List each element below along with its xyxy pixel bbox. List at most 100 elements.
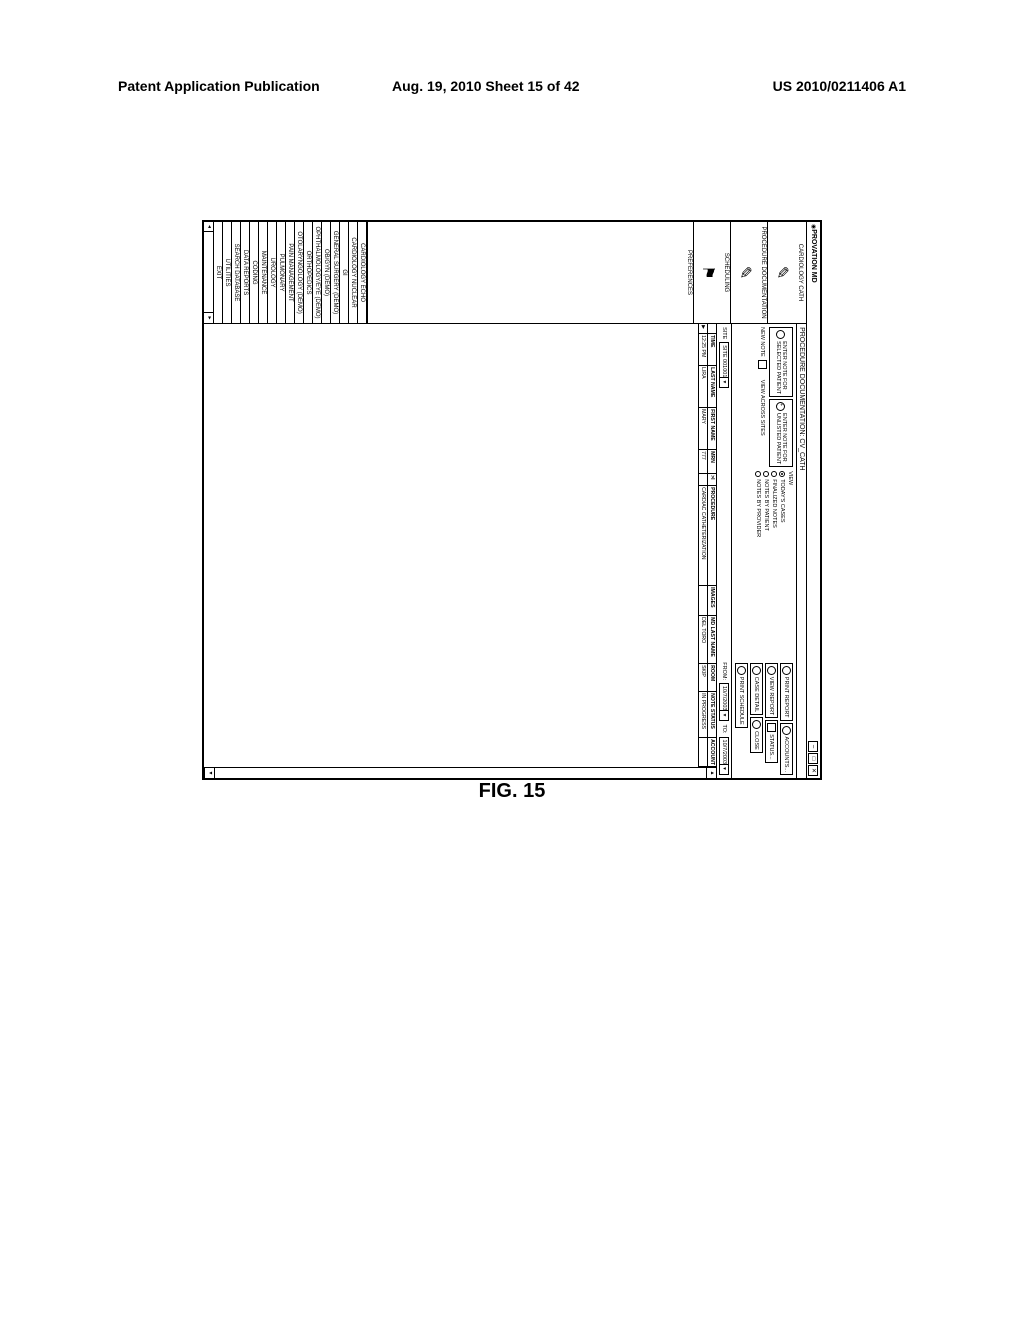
sidebar-item[interactable]: PULMONARY <box>277 222 286 323</box>
scroll-left-icon[interactable]: ◂ <box>204 222 213 232</box>
col-account[interactable]: ACCOUNT <box>708 738 716 767</box>
cell-mrn: 777 <box>699 450 707 474</box>
radio-by-patient[interactable]: NOTES BY PATIENT <box>763 471 769 537</box>
accounts-button[interactable]: ACCOUNTS... <box>780 723 793 775</box>
col-mdlast[interactable]: MD LAST NAME <box>708 616 716 664</box>
detail-icon <box>752 666 761 675</box>
cell-account <box>699 738 707 767</box>
chevron-down-icon: ▾ <box>720 764 728 772</box>
maximize-button[interactable]: □ <box>809 753 819 764</box>
close-button[interactable]: ✕ <box>809 765 819 776</box>
titlebar: ◉ PROVATION MD – □ ✕ <box>806 222 820 778</box>
cell-flag <box>699 474 707 486</box>
stethoscope-icon: ✎ <box>768 222 796 323</box>
view-radio-group: VIEW TODAY'S CASES FINALIZED NOTES NOTES… <box>735 471 793 537</box>
sidebar-item-cardiology-cath[interactable]: CARDIOLOGY CATH <box>796 222 804 323</box>
scroll-thumb[interactable] <box>214 768 706 778</box>
chevron-down-icon: ▾ <box>720 377 728 385</box>
sidebar-scrollbar[interactable]: ◂ ▸ <box>204 222 214 323</box>
accounts-icon <box>782 726 791 735</box>
scroll-right-icon[interactable]: ▸ <box>204 313 213 323</box>
col-images[interactable]: IMAGES <box>708 586 716 616</box>
scroll-up-icon[interactable]: ▴ <box>706 768 716 778</box>
enter-note-selected-button[interactable]: ENTER NOTE FOR SELECTED PATIENT <box>769 327 793 397</box>
print-report-button[interactable]: PRINT REPORT <box>780 663 793 721</box>
radio-todays-cases[interactable]: TODAY'S CASES <box>779 471 785 537</box>
sidebar-item[interactable]: GI <box>340 222 349 323</box>
radio-finalized[interactable]: FINALIZED NOTES <box>771 471 777 537</box>
sidebar-item[interactable]: GENERAL SURGERY (DEMO) <box>331 222 340 323</box>
preferences-icon: ⚑ <box>694 222 722 323</box>
enter-note-unlisted-button[interactable]: + ENTER NOTE FOR UNLISTED PATIENT <box>769 399 793 467</box>
sidebar-item-preferences[interactable]: PREFERENCES <box>685 222 694 323</box>
sidebar-item[interactable]: UTILITIES <box>223 222 232 323</box>
header-pubnum: US 2010/0211406 A1 <box>773 78 906 94</box>
row-expand-icon[interactable]: ▶ <box>699 324 707 334</box>
col-room[interactable]: ROOM <box>708 664 716 692</box>
to-date-field[interactable]: 10/7/2003▾ <box>719 737 729 775</box>
minimize-button[interactable]: – <box>809 741 819 752</box>
table-header: TIME LAST NAME FIRST NAME MRN >I PROCEDU… <box>707 324 716 767</box>
cell-status: IN PROGRESS <box>699 692 707 738</box>
sidebar-item[interactable]: OTOLARYNGOLOGY (DEMO) <box>295 222 304 323</box>
col-time[interactable]: TIME <box>708 334 716 366</box>
sidebar-item[interactable]: CODING <box>250 222 259 323</box>
table-row[interactable]: ▶ 12:25 PM LIRA MARY 777 CARDIAC CATHETE… <box>698 324 707 767</box>
sidebar-item[interactable]: MAINTENANCE <box>259 222 268 323</box>
status-button[interactable]: STATUS... <box>765 720 778 762</box>
from-date-field[interactable]: 10/7/2003▾ <box>719 683 729 721</box>
cell-room: SKIP <box>699 664 707 692</box>
site-dropdown[interactable]: SITE 001001▾ <box>719 342 729 388</box>
sidebar-item[interactable]: PAIN MANAGEMENT <box>286 222 295 323</box>
content-title: PROCEDURE DOCUMENTATION: CV_CATH <box>796 324 806 778</box>
sidebar-item[interactable]: SEARCH DATABASE <box>232 222 241 323</box>
cell-mdlast: DEL TORO <box>699 616 707 664</box>
cell-firstname: MARY <box>699 408 707 450</box>
scroll-thumb[interactable] <box>204 232 213 313</box>
sidebar-item[interactable]: ORTHOPEDICS <box>304 222 313 323</box>
cases-table: TIME LAST NAME FIRST NAME MRN >I PROCEDU… <box>204 324 716 767</box>
sidebar-item[interactable]: OB/GYN (DEMO) <box>322 222 331 323</box>
table-vscrollbar[interactable]: ▴ ▾ <box>204 767 716 778</box>
col-expand <box>708 324 716 334</box>
status-icon <box>767 723 776 732</box>
sidebar-item[interactable]: DATA REPORTS <box>241 222 250 323</box>
scroll-down-icon[interactable]: ▾ <box>204 768 214 778</box>
col-firstname[interactable]: FIRST NAME <box>708 408 716 450</box>
new-note-label: NEW NOTE <box>760 327 766 357</box>
site-label: SITE <box>721 327 727 339</box>
print-schedule-button[interactable]: PRINT SCHEDULE <box>735 663 748 728</box>
printer-icon <box>782 666 791 675</box>
filter-row: SITE SITE 001001▾ FROM: 10/7/2003▾ TO: 1… <box>716 324 731 778</box>
sidebar-item-scheduling[interactable]: SCHEDULING <box>722 222 731 323</box>
col-mrn[interactable]: MRN <box>708 450 716 474</box>
cell-lastname: LIRA <box>699 366 707 408</box>
sidebar-item[interactable]: EXIT <box>214 222 223 323</box>
view-across-sites-label[interactable]: VIEW ACROSS SITES <box>760 380 766 436</box>
sidebar-item[interactable]: CARDIOLOGY NUCLEAR <box>349 222 358 323</box>
col-status[interactable]: NOTE STATUS <box>708 692 716 738</box>
note-icon <box>777 330 786 339</box>
app-title: PROVATION MD <box>810 229 817 741</box>
sidebar-item-proc-doc[interactable]: PROCEDURE DOCUMENTATION <box>759 222 768 323</box>
col-flag[interactable]: >I <box>708 474 716 486</box>
sidebar-item[interactable]: UROLOGY <box>268 222 277 323</box>
app-window: ◉ PROVATION MD – □ ✕ CARDIOLOGY CATH ✎ P… <box>202 220 822 780</box>
cell-procedure: CARDIAC CATHETERIZATION <box>699 486 707 586</box>
header-publication: Patent Application Publication <box>118 78 320 94</box>
new-note-checkbox[interactable] <box>758 360 767 369</box>
cell-time: 12:25 PM <box>699 334 707 366</box>
view-report-button[interactable]: VIEW REPORT <box>765 663 778 718</box>
col-lastname[interactable]: LAST NAME <box>708 366 716 408</box>
case-detail-button[interactable]: CASE DETAIL <box>750 663 763 715</box>
header-date-sheet: Aug. 19, 2010 Sheet 15 of 42 <box>392 78 580 94</box>
radio-by-provider[interactable]: NOTES BY PROVIDER <box>755 471 761 537</box>
to-label: TO: <box>721 724 727 733</box>
sidebar-item[interactable]: CARDIOLOGY ECHO <box>358 222 367 323</box>
close-button-toolbar[interactable]: CLOSE <box>750 717 763 753</box>
sidebar-item[interactable]: OPHTHALMOLOGY/EYE (DEMO) <box>313 222 322 323</box>
toolbar: ENTER NOTE FOR SELECTED PATIENT + ENTER … <box>731 324 796 778</box>
printer-icon <box>737 666 746 675</box>
from-label: FROM: <box>721 662 727 680</box>
col-procedure[interactable]: PROCEDURE <box>708 486 716 586</box>
